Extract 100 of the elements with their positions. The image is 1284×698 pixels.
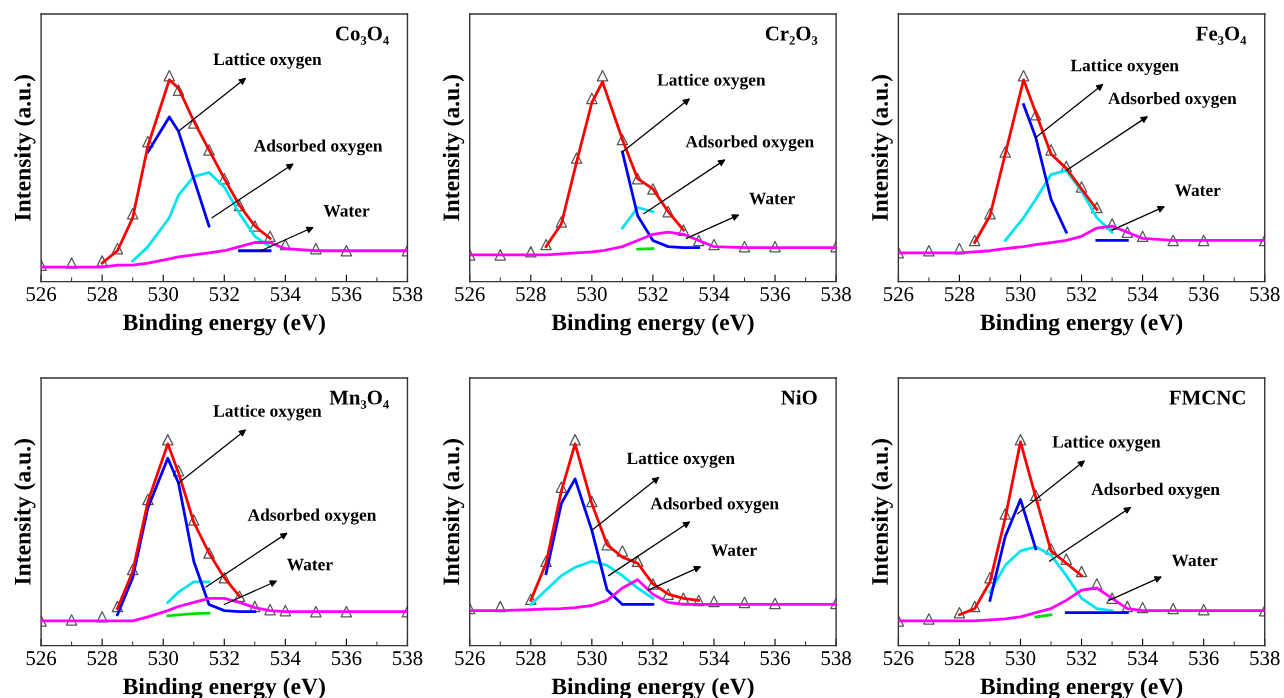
point (616, 545, 629, 557)
point (126, 563, 139, 576)
point (708, 238, 720, 251)
annotation: Lattice oxygen (1052, 435, 1161, 452)
annotation: Water (1174, 184, 1221, 197)
x-tick-label: 530 (1006, 651, 1036, 666)
x-tick-label: 534 (1128, 287, 1158, 302)
annotation: Adsorbed oxygen (685, 135, 814, 152)
point (769, 240, 781, 253)
x-tick-label: 526 (455, 287, 485, 302)
point (1014, 433, 1027, 446)
point (968, 234, 981, 247)
x-tick-label: 530 (577, 651, 607, 666)
point (601, 538, 613, 551)
point (1060, 553, 1073, 565)
chart-title: FMCNC (1169, 390, 1245, 405)
point (708, 595, 720, 608)
point (172, 464, 185, 477)
point (968, 600, 981, 613)
point (203, 144, 215, 156)
x-tick-label: 536 (760, 287, 791, 302)
x-tick-label: 532 (638, 287, 668, 302)
point (340, 244, 353, 257)
annotation: Adsorbed oxygen (247, 508, 377, 525)
point (631, 172, 644, 185)
point (1167, 234, 1179, 247)
x-tick-label: 530 (1006, 287, 1036, 302)
x-tick-label: 534 (270, 287, 301, 302)
point (1106, 592, 1118, 605)
annotation: Adsorbed oxygen (1091, 482, 1220, 499)
x-tick-label: 538 (393, 651, 423, 666)
chart-title: Fe₃O₄ (1196, 26, 1247, 45)
point (249, 220, 261, 232)
x-tick-label: 528 (945, 287, 975, 302)
point (65, 614, 78, 626)
point (1197, 603, 1210, 616)
point (162, 433, 174, 446)
annotation: Lattice oxygen (657, 73, 766, 90)
point (738, 596, 751, 609)
point (738, 240, 751, 253)
point (233, 199, 246, 212)
x-axis-title: Binding energy (eV) (980, 313, 1183, 336)
x-tick-label: 526 (883, 651, 914, 666)
point (172, 84, 185, 96)
x-tick-label: 532 (209, 287, 239, 302)
point (1075, 181, 1088, 193)
x-tick-label: 526 (883, 287, 914, 302)
x-tick-label: 528 (87, 287, 117, 302)
point (923, 613, 935, 625)
point (555, 481, 568, 493)
point (218, 571, 231, 584)
point (1136, 230, 1149, 243)
x-tick-label: 528 (945, 651, 975, 666)
y-axis-title: Intensity (a.u.) (442, 439, 465, 585)
annotation: Lattice oxygen (1070, 59, 1179, 75)
point (96, 611, 108, 623)
point (616, 133, 629, 146)
point (647, 578, 659, 590)
point (596, 69, 609, 82)
point (111, 242, 124, 255)
chart-title: Cr₂O₃ (765, 26, 818, 45)
point (494, 249, 507, 261)
annotation: Water (287, 558, 333, 571)
chart-title: Co₃O₄ (335, 26, 389, 45)
point (984, 207, 996, 220)
point (142, 493, 154, 506)
annotation: Water (711, 544, 757, 557)
x-tick-label: 526 (26, 287, 57, 302)
y-axis-title: Intensity (a.u.) (871, 439, 893, 585)
point (264, 603, 276, 616)
annotation: Water (749, 192, 795, 205)
point (1197, 234, 1210, 247)
point (1091, 201, 1103, 214)
point (1167, 602, 1179, 615)
x-tick-label: 536 (331, 287, 362, 302)
point (1136, 601, 1149, 614)
annotation: Adsorbed oxygen (650, 497, 779, 514)
point (1017, 69, 1030, 82)
annotation: Water (323, 205, 370, 217)
x-tick-label: 532 (1067, 287, 1097, 302)
x-tick-label: 538 (1250, 651, 1280, 666)
annotation: Adsorbed oxygen (253, 139, 383, 156)
point (279, 604, 292, 617)
point (570, 152, 583, 164)
point (540, 238, 552, 251)
annotation: Lattice oxygen (626, 451, 735, 468)
point (586, 495, 598, 508)
x-tick-label: 534 (699, 651, 730, 666)
x-tick-label: 538 (821, 287, 851, 302)
x-tick-label: 536 (760, 651, 791, 666)
point (1045, 144, 1057, 156)
x-tick-label: 526 (26, 651, 57, 666)
point (555, 216, 568, 228)
y-axis-title: Intensity (a.u.) (871, 75, 893, 221)
y-axis-title: Intensity (a.u.) (442, 75, 465, 221)
point (163, 69, 176, 82)
x-tick-label: 536 (1189, 651, 1219, 666)
point (218, 172, 231, 185)
annotation: Water (1171, 554, 1218, 567)
point (310, 605, 322, 618)
